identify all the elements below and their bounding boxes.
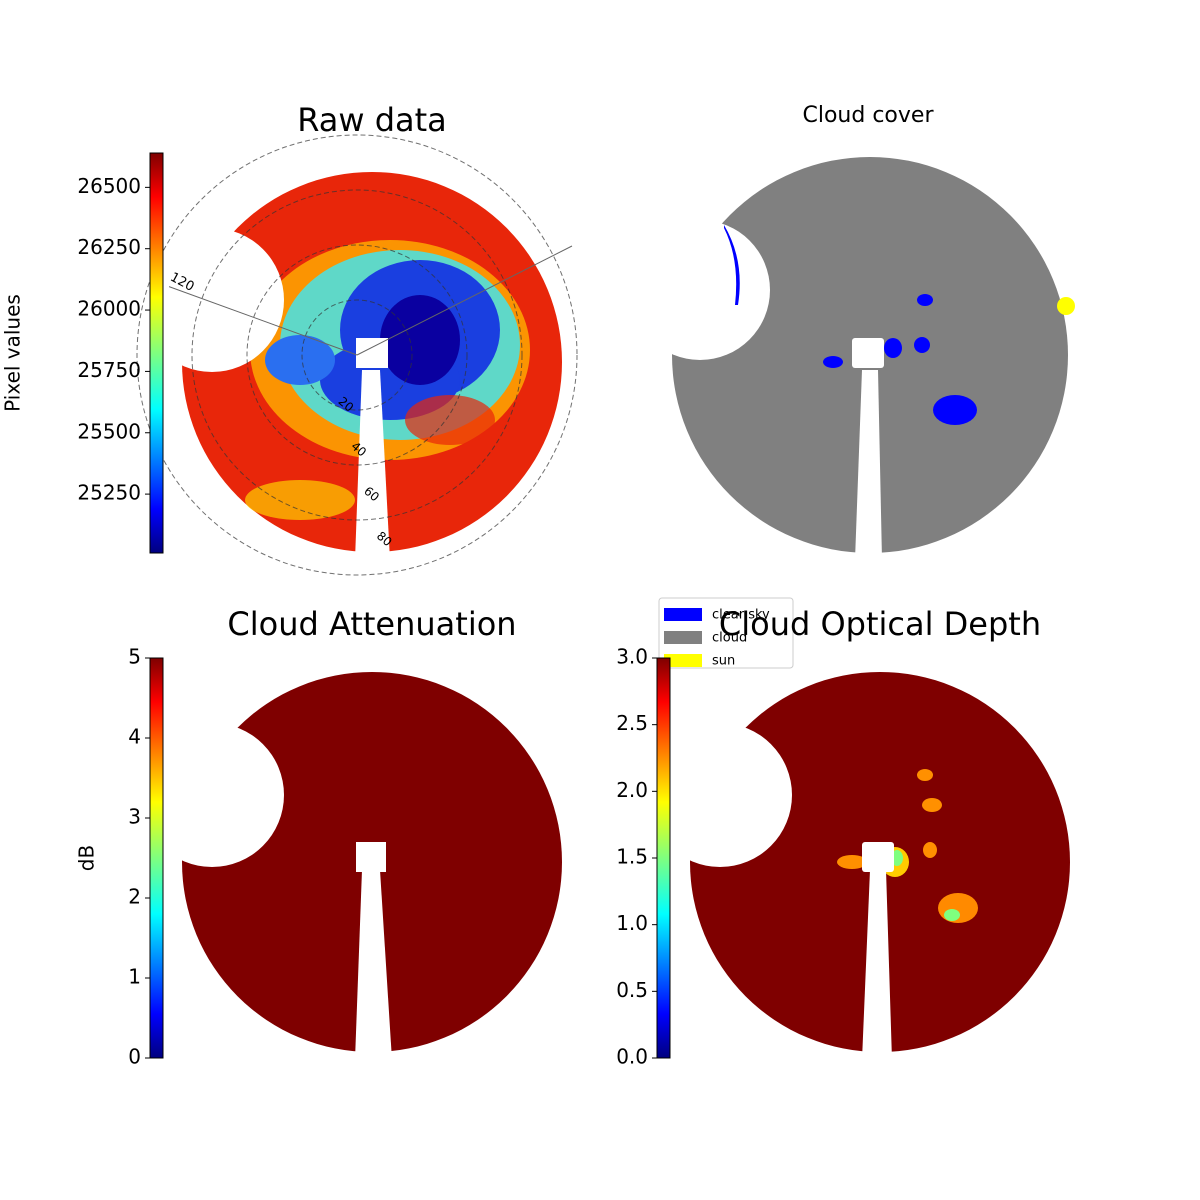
colorbar	[656, 657, 671, 1059]
legend-label: sun	[712, 654, 735, 669]
polar-grid-circle	[191, 189, 523, 521]
colorbar-tick-label: 25500	[77, 419, 141, 443]
colorbar-tick-label: 5	[128, 645, 141, 669]
panel-title: Raw data	[297, 101, 447, 139]
colorbar-tick-label: 26500	[77, 174, 141, 198]
colorbar-tick-label: 1	[128, 965, 141, 989]
colorbar	[149, 657, 164, 1059]
polar-grid-circle	[136, 134, 578, 576]
colorbar-tick-label: 1.5	[616, 845, 648, 869]
colorbar	[149, 152, 164, 554]
polar-theta-line	[356, 245, 573, 356]
colorbar-tick-label: 25750	[77, 358, 141, 382]
polar-grid-circle	[246, 244, 468, 466]
colorbar-tick-label: 0.0	[616, 1045, 648, 1069]
colorbar-label: dB	[75, 845, 99, 871]
panel-title: Cloud cover	[803, 103, 935, 128]
colorbar-tick-label: 2.5	[616, 711, 648, 735]
panel-title: Cloud Attenuation	[227, 605, 516, 643]
colorbar-tick-label: 26000	[77, 297, 141, 321]
attenuation-image	[140, 672, 562, 1060]
colorbar-tick-label: 0.5	[616, 978, 648, 1002]
legend-label: clear sky	[712, 608, 770, 623]
colorbar-tick-label: 2	[128, 885, 141, 909]
colorbar-tick-label: 25250	[77, 481, 141, 505]
legend-label: cloud	[712, 631, 747, 646]
polar-grid-circle	[301, 299, 413, 411]
colorbar-tick-label: 1.0	[616, 911, 648, 935]
cloud-cover-image	[630, 157, 1075, 560]
legend-swatch	[664, 608, 702, 621]
colorbar-tick-label: 0	[128, 1045, 141, 1069]
colorbar-tick-label: 3.0	[616, 645, 648, 669]
colorbar-tick-label: 4	[128, 725, 141, 749]
legend-swatch	[664, 654, 702, 667]
raw-image	[140, 172, 562, 560]
colorbar-tick-label: 2.0	[616, 778, 648, 802]
colorbar-tick-label: 3	[128, 805, 141, 829]
polar-theta-line	[168, 286, 358, 356]
colorbar-tick-label: 26250	[77, 235, 141, 259]
chart-layer: 2040608012025250255002575026000262502650…	[1, 101, 1042, 1069]
legend-swatch	[664, 631, 702, 644]
colorbar-label: Pixel values	[1, 294, 25, 412]
legend: clear sky cloud sun	[658, 597, 794, 669]
optical-depth-image	[648, 672, 1070, 1060]
panel-title: Cloud Optical Depth	[719, 605, 1041, 643]
